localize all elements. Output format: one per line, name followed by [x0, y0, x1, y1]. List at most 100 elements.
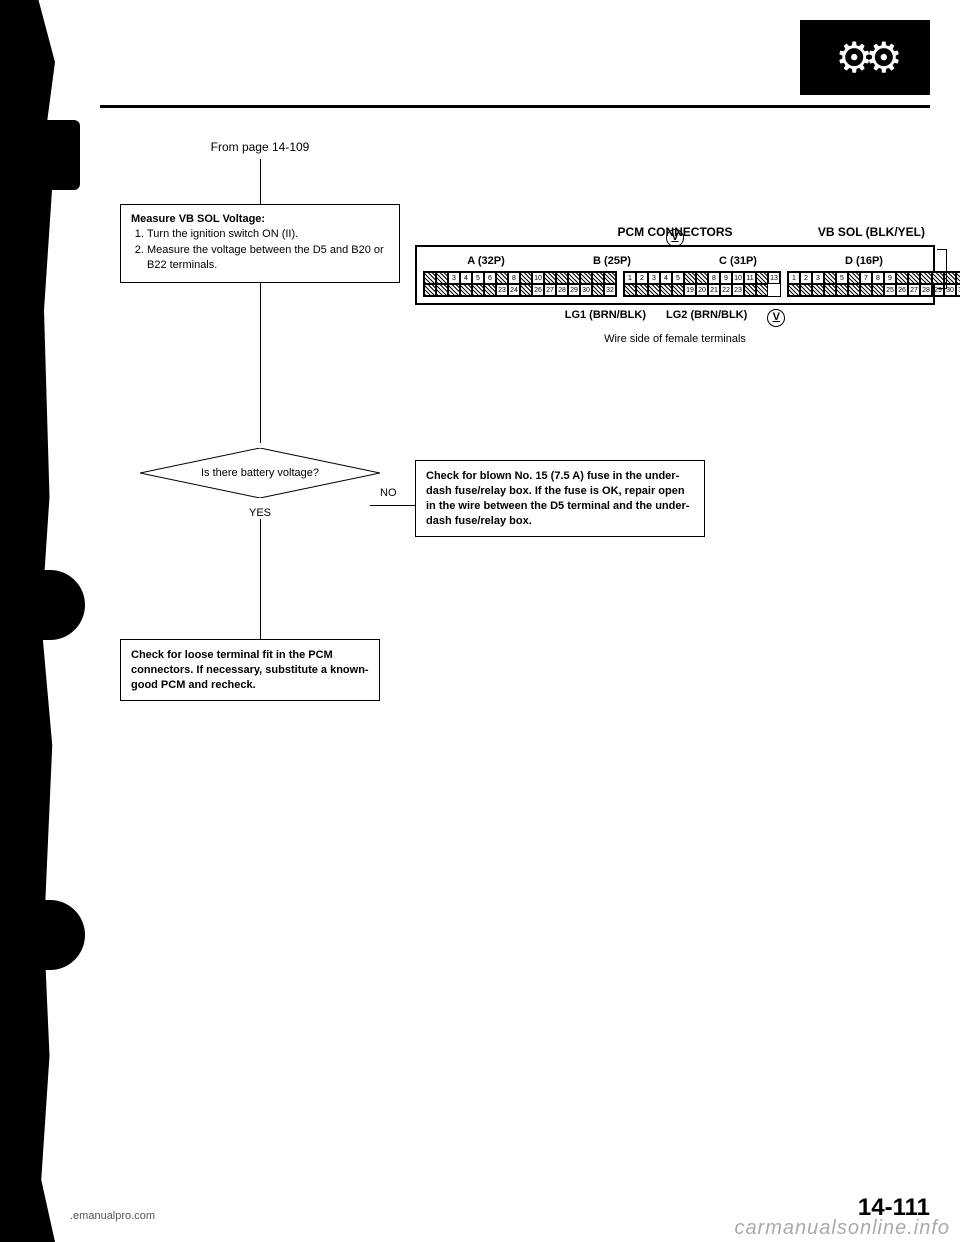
ground-icon: V — [767, 309, 785, 327]
pin-cell: 1 — [624, 272, 636, 284]
group-label: A (32P) — [423, 255, 549, 267]
pin-cell: 3 — [648, 272, 660, 284]
pin-row: 2324262728293032 — [424, 284, 616, 296]
pin-cell: 26 — [896, 284, 908, 296]
pin-cell — [744, 284, 756, 296]
decision-text: Is there battery voltage? — [140, 467, 380, 479]
footer-source: .emanualpro.com — [70, 1210, 155, 1222]
pin-cell — [824, 272, 836, 284]
pin-cell: 8 — [708, 272, 720, 284]
pin-cell — [448, 284, 460, 296]
pin-cell: 8 — [872, 272, 884, 284]
pin-cell — [696, 272, 708, 284]
pin-cell — [756, 284, 768, 296]
vbsol-label: VB SOL (BLK/YEL) — [818, 225, 925, 239]
pin-cell — [624, 284, 636, 296]
pin-cell — [636, 284, 648, 296]
flowchart: From page 14-109 Measure VB SOL Voltage:… — [120, 140, 400, 701]
watermark: carmanualsonline.info — [734, 1217, 950, 1240]
pin-cell: 10 — [732, 272, 744, 284]
pin-cell — [496, 272, 508, 284]
pin-cell — [860, 284, 872, 296]
ground-symbol-top: V — [666, 229, 684, 247]
connector-frame: V A (32P) B (25P) C (31P) D (16P) 345681… — [415, 245, 935, 305]
steps-list: Turn the ignition switch ON (II). Measur… — [147, 227, 389, 272]
pin-cell: 23 — [496, 284, 508, 296]
pin-cell — [436, 284, 448, 296]
pin-cell — [908, 272, 920, 284]
pin-cell: 9 — [884, 272, 896, 284]
pin-cell: 27 — [908, 284, 920, 296]
pin-cell: 5 — [672, 272, 684, 284]
no-action-box: Check for blown No. 15 (7.5 A) fuse in t… — [415, 460, 705, 537]
pin-cell: 30 — [580, 284, 592, 296]
pin-cell: 6 — [484, 272, 496, 284]
pin-cell: 8 — [508, 272, 520, 284]
pin-row: 34568 10 — [424, 272, 616, 284]
pin-cell — [520, 272, 532, 284]
pin-cell: 22 — [720, 284, 732, 296]
pin-cell: 19 — [684, 284, 696, 296]
box-title: Measure VB SOL Voltage: — [131, 213, 389, 225]
pin-cell — [604, 272, 616, 284]
pin-cell: 26 — [532, 284, 544, 296]
final-action-box: Check for loose terminal fit in the PCM … — [120, 639, 380, 702]
pin-cell — [520, 284, 532, 296]
pin-cell — [824, 284, 836, 296]
pin-cell — [472, 284, 484, 296]
pin-cell: 32 — [604, 284, 616, 296]
pin-cell: 25 — [884, 284, 896, 296]
connector-A: 34568102324262728293032 — [423, 271, 617, 297]
binder-tab — [30, 120, 80, 190]
pin-cell — [920, 272, 932, 284]
pin-cell: 9 — [720, 272, 732, 284]
pin-cell — [648, 284, 660, 296]
pin-cell: 4 — [660, 272, 672, 284]
pin-cell: 5 — [836, 272, 848, 284]
pin-cell — [556, 272, 568, 284]
connector-line — [260, 283, 261, 443]
pin-cell — [836, 284, 848, 296]
pin-grids: 3456810232426272829303212345891011131920… — [423, 271, 927, 297]
pin-row: 25262728293031 — [788, 284, 960, 296]
ground-icon: V — [666, 229, 684, 247]
group-labels: A (32P) B (25P) C (31P) D (16P) — [423, 255, 927, 267]
pin-cell: 4 — [460, 272, 472, 284]
pin-cell: 24 — [508, 284, 520, 296]
pin-cell — [812, 284, 824, 296]
gears-icon: ⚙⚙ — [835, 33, 894, 82]
pin-cell: 31 — [956, 284, 960, 296]
connector-C: 123578925262728293031 — [787, 271, 960, 297]
pin-row: 1234589101113 — [624, 272, 780, 284]
pin-cell — [484, 284, 496, 296]
page: ⚙⚙ From page 14-109 Measure VB SOL Volta… — [0, 0, 960, 1242]
pin-cell: 20 — [696, 284, 708, 296]
pin-cell: 29 — [568, 284, 580, 296]
group-label: B (25P) — [549, 255, 675, 267]
lg2-label: LG2 (BRN/BLK) — [666, 309, 747, 327]
pin-cell: 3 — [812, 272, 824, 284]
pin-cell: 28 — [556, 284, 568, 296]
pin-cell — [424, 284, 436, 296]
connector-line — [260, 159, 261, 204]
group-label: C (31P) — [675, 255, 801, 267]
pin-cell: 21 — [708, 284, 720, 296]
pin-cell — [544, 272, 556, 284]
pin-cell: 5 — [472, 272, 484, 284]
pin-cell — [788, 284, 800, 296]
pin-cell — [848, 272, 860, 284]
pin-cell — [592, 272, 604, 284]
from-page-label: From page 14-109 — [120, 140, 400, 154]
pin-row: 1235789 — [788, 272, 960, 284]
pin-cell — [848, 284, 860, 296]
pin-cell: 10 — [532, 272, 544, 284]
pin-cell: 3 — [448, 272, 460, 284]
pin-cell — [684, 272, 696, 284]
no-connector-line — [370, 505, 415, 506]
ground-labels: LG1 (BRN/BLK) LG2 (BRN/BLK) V — [415, 309, 935, 327]
pcm-connector-diagram: PCM CONNECTORS VB SOL (BLK/YEL) V A (32P… — [415, 225, 935, 345]
pin-cell — [956, 272, 960, 284]
side-tab — [937, 249, 947, 289]
wire-side-note: Wire side of female terminals — [415, 333, 935, 345]
pin-cell — [592, 284, 604, 296]
